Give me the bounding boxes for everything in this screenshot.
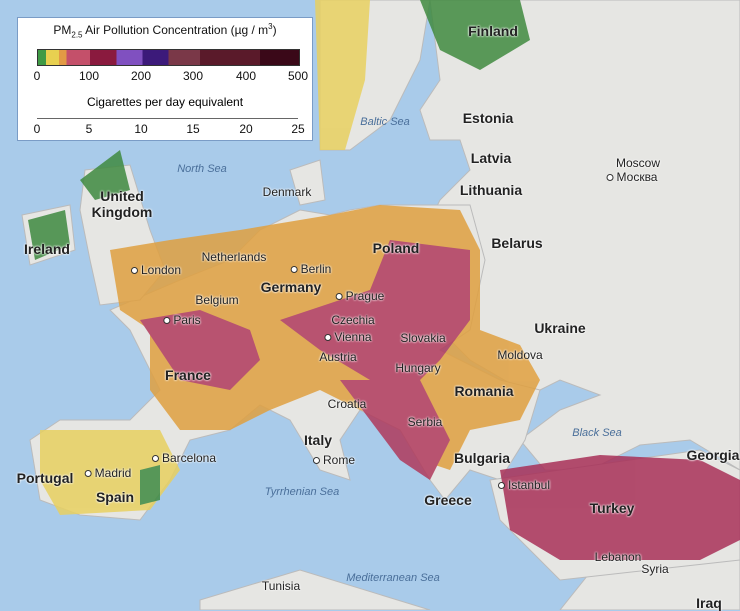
label-france: France [165,367,211,383]
sea-black: Black Sea [572,427,622,439]
label-italy: Italy [303,432,333,448]
label-poland: Poland [372,240,420,256]
label-spain: Spain [95,489,135,505]
cig-tick: 20 [239,122,253,136]
cig-tick: 0 [33,122,41,136]
label-austria: Austria [319,350,357,364]
city-moscow-local: Москва [607,170,658,184]
cigarette-axis [37,118,298,119]
label-hungary: Hungary [395,361,441,375]
legend-title: PM2.5 Air Pollution Concentration (µg / … [53,22,277,40]
label-tunisia: Tunisia [261,579,301,593]
label-slovakia: Slovakia [400,331,446,345]
city-paris: Paris [163,313,200,327]
label-united-kingdom: United Kingdom [91,188,153,220]
label-portugal: Portugal [16,470,74,486]
label-greece: Greece [424,492,472,508]
city-barcelona: Barcelona [152,451,216,465]
label-latvia: Latvia [470,150,512,166]
cig-tick: 10 [134,122,148,136]
city-london: London [131,263,181,277]
pollution-zone-green [28,210,70,260]
pollution-zone-high [280,240,470,380]
sea-baltic: Baltic Sea [360,116,410,128]
pollution-zone-green [140,465,160,505]
label-lebanon: Lebanon [594,550,642,564]
city-rome: Rome [313,453,355,467]
city-berlin: Berlin [291,262,332,276]
label-bulgaria: Bulgaria [453,450,511,466]
pm-tick: 100 [78,69,100,83]
label-netherlands: Netherlands [201,250,267,264]
label-turkey: Turkey [589,500,635,516]
label-estonia: Estonia [462,110,514,126]
label-germany: Germany [260,279,322,295]
pollution-zone-green [80,150,130,200]
label-georgia: Georgia [686,447,740,463]
label-romania: Romania [454,383,514,399]
label-iraq: Iraq [696,595,722,611]
legend: PM2.5 Air Pollution Concentration (µg / … [17,17,313,141]
pm-tick: 300 [182,69,204,83]
sea-mediterranean: Mediterranean Sea [346,572,440,584]
label-moldova: Moldova [497,348,543,362]
label-ireland: Ireland [24,241,70,257]
pm-tick: 0 [33,69,41,83]
pm-tick: 400 [235,69,257,83]
label-denmark: Denmark [262,185,312,199]
cig-tick: 25 [291,122,305,136]
label-syria: Syria [641,562,669,576]
pollution-zone-low [315,0,370,150]
label-lithuania: Lithuania [459,182,523,198]
label-ukraine: Ukraine [534,320,586,336]
pollution-zone-green [420,0,530,70]
city-vienna: Vienna [324,330,371,344]
pollution-zone-high [340,380,450,480]
label-czechia: Czechia [331,313,375,327]
pm-tick: 200 [130,69,152,83]
city-moscow: Moscow [615,156,661,170]
cig-tick: 15 [186,122,200,136]
pollution-zone-high [500,455,740,560]
cig-tick: 5 [85,122,93,136]
city-prague: Prague [336,289,385,303]
sea-north: North Sea [177,163,227,175]
label-belgium: Belgium [195,293,239,307]
label-finland: Finland [468,23,518,39]
legend-subtitle: Cigarettes per day equivalent [86,95,244,109]
pollution-zone-high [140,310,260,390]
label-croatia: Croatia [327,397,367,411]
city-madrid: Madrid [85,466,132,480]
legend-color-bar [37,49,300,66]
label-serbia: Serbia [407,415,443,429]
pm-tick: 500 [287,69,309,83]
label-belarus: Belarus [491,235,543,251]
city-istanbul: Istanbul [498,478,550,492]
sea-tyrrhenian: Tyrrhenian Sea [264,486,340,498]
